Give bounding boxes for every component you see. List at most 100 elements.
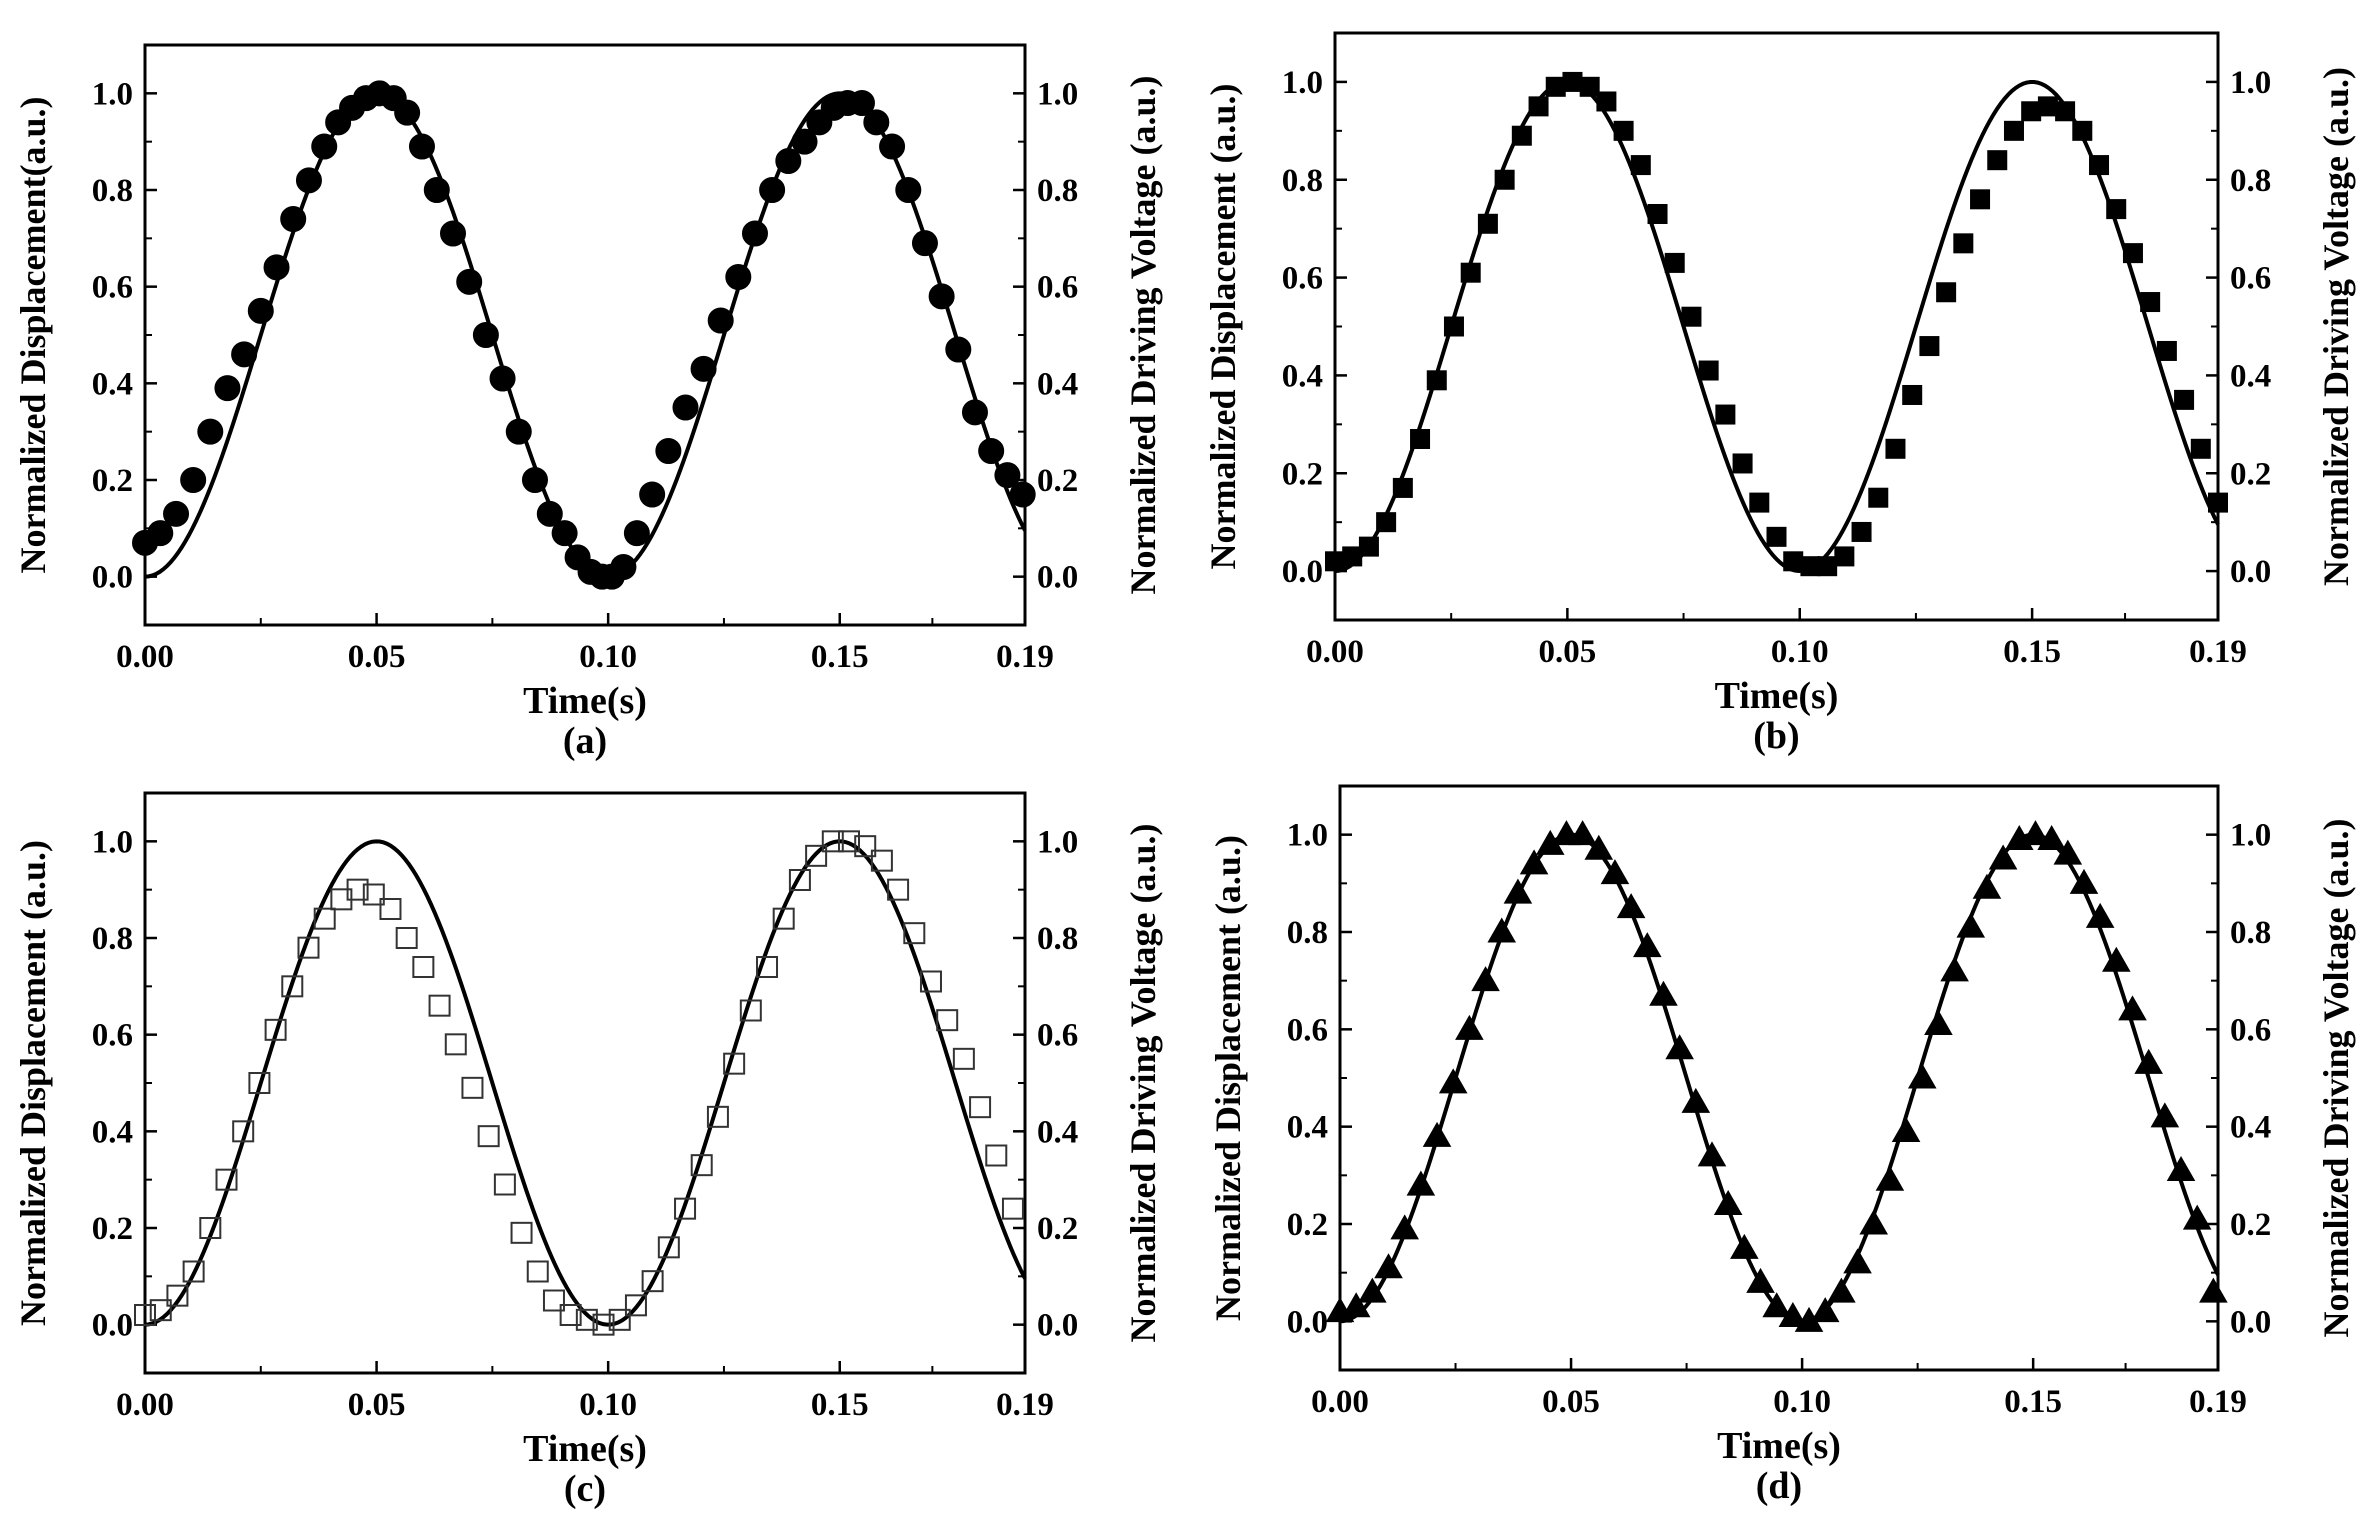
data-point bbox=[2069, 868, 2099, 894]
y-tick-label: 0.4 bbox=[92, 1114, 133, 1150]
data-point bbox=[952, 1047, 975, 1070]
data-point bbox=[1732, 453, 1753, 474]
data-point bbox=[1746, 1267, 1775, 1293]
data-point bbox=[575, 1308, 598, 1331]
y-tick-label: 0.4 bbox=[1287, 1110, 1328, 1146]
y-tick-label: 0.8 bbox=[92, 921, 133, 957]
data-point bbox=[1647, 203, 1668, 224]
data-point bbox=[149, 1299, 172, 1322]
x-tick-label: 0.19 bbox=[996, 639, 1054, 675]
data-point bbox=[1919, 336, 1940, 357]
data-point bbox=[1325, 551, 1345, 572]
data-point bbox=[147, 520, 174, 547]
data-point bbox=[690, 355, 717, 382]
data-point bbox=[608, 1308, 631, 1331]
data-point bbox=[2089, 155, 2110, 176]
y2-axis-label: Normalized Driving Voltage (a.u.) bbox=[1123, 824, 1163, 1343]
x-tick-label: 0.10 bbox=[579, 1387, 637, 1423]
data-point bbox=[489, 365, 516, 392]
y2-axis-label: Normalized Driving Voltage (a.u.) bbox=[1123, 76, 1163, 595]
data-point bbox=[1817, 556, 1838, 577]
y-tick-label: 0.0 bbox=[92, 1308, 133, 1344]
data-point bbox=[1422, 1121, 1452, 1147]
data-point bbox=[639, 481, 666, 508]
data-point bbox=[848, 90, 875, 116]
data-point bbox=[472, 322, 499, 348]
data-point bbox=[1940, 956, 1969, 982]
y2-tick-label: 0.0 bbox=[1037, 560, 1078, 596]
y2-tick-label: 0.8 bbox=[2230, 163, 2271, 199]
data-point bbox=[690, 1154, 713, 1177]
data-point bbox=[214, 375, 241, 402]
data-point bbox=[805, 844, 828, 867]
data-point bbox=[969, 1096, 992, 1119]
data-point bbox=[264, 1018, 287, 1041]
data-point bbox=[1681, 1087, 1711, 1113]
data-point bbox=[1875, 1165, 1905, 1191]
data-point bbox=[1519, 849, 1549, 875]
x-tick-label: 0.05 bbox=[1542, 1384, 1600, 1420]
data-point bbox=[1902, 384, 1923, 405]
data-point bbox=[1406, 1170, 1436, 1196]
data-point bbox=[1868, 487, 1889, 508]
data-point bbox=[1649, 980, 1678, 1006]
data-point bbox=[919, 970, 942, 993]
data-point bbox=[936, 1009, 959, 1032]
y2-tick-label: 0.6 bbox=[1037, 270, 1078, 306]
data-point bbox=[1859, 1209, 1889, 1235]
data-point bbox=[1376, 512, 1397, 533]
data-point bbox=[456, 268, 483, 295]
data-point bbox=[911, 230, 938, 257]
x-axis-label: Time(s) bbox=[1715, 675, 1839, 717]
data-point bbox=[295, 167, 322, 194]
data-point bbox=[1783, 551, 1804, 572]
data-point bbox=[346, 878, 369, 901]
y-tick-label: 1.0 bbox=[1282, 65, 1323, 101]
data-point bbox=[1762, 1292, 1791, 1318]
x-tick-label: 0.15 bbox=[2004, 1384, 2062, 1420]
y2-tick-label: 1.0 bbox=[1037, 76, 1078, 112]
y-tick-label: 0.6 bbox=[1282, 261, 1323, 297]
data-point bbox=[1511, 125, 1532, 146]
data-point bbox=[1487, 917, 1517, 943]
data-point bbox=[1471, 966, 1500, 992]
data-point bbox=[461, 1076, 484, 1099]
x-tick-label: 0.00 bbox=[116, 1387, 174, 1423]
data-point bbox=[2037, 96, 2058, 117]
data-point bbox=[1924, 1009, 1953, 1035]
data-point bbox=[775, 148, 802, 174]
data-point bbox=[1749, 492, 1770, 513]
data-point bbox=[2021, 820, 2050, 846]
y2-tick-label: 0.2 bbox=[2230, 456, 2271, 492]
data-point bbox=[945, 336, 972, 363]
data-point bbox=[2122, 243, 2143, 264]
y-tick-label: 0.2 bbox=[92, 1211, 133, 1247]
y2-tick-label: 0.2 bbox=[1037, 463, 1078, 499]
y2-tick-label: 0.4 bbox=[2230, 358, 2271, 394]
data-point bbox=[641, 1270, 664, 1293]
data-point bbox=[772, 907, 795, 930]
chart-panel-b: 0.00 0.05 0.10 0.15 0.19 0.0 0.0 0.2 0.2 0.4 0.4 0.… bbox=[1203, 31, 2356, 757]
y-tick-label: 0.2 bbox=[1287, 1207, 1328, 1243]
x-tick-label: 0.05 bbox=[348, 639, 406, 675]
data-point bbox=[1730, 1233, 1759, 1259]
data-point bbox=[870, 849, 893, 872]
y-tick-label: 0.4 bbox=[92, 366, 133, 402]
y-tick-label: 0.6 bbox=[1287, 1012, 1328, 1048]
data-point bbox=[985, 1144, 1008, 1167]
y-tick-label: 0.8 bbox=[1282, 163, 1323, 199]
data-point bbox=[725, 264, 752, 290]
y2-tick-label: 1.0 bbox=[1037, 824, 1078, 860]
data-point bbox=[551, 520, 578, 547]
y-tick-label: 0.0 bbox=[1287, 1304, 1328, 1340]
data-point bbox=[1936, 282, 1957, 303]
data-point bbox=[1568, 820, 1597, 846]
chart-panel-a: 0.00 0.05 0.10 0.15 0.19 0.0 0.0 0.2 0.2 0.4 0.4 0.… bbox=[13, 43, 1163, 762]
panel-caption: (a) bbox=[563, 720, 607, 762]
y-tick-label: 0.4 bbox=[1282, 358, 1323, 394]
data-point bbox=[978, 438, 1005, 464]
data-point bbox=[1477, 213, 1498, 234]
data-point bbox=[493, 1173, 516, 1196]
data-point bbox=[1766, 526, 1787, 547]
data-point bbox=[2102, 946, 2131, 972]
